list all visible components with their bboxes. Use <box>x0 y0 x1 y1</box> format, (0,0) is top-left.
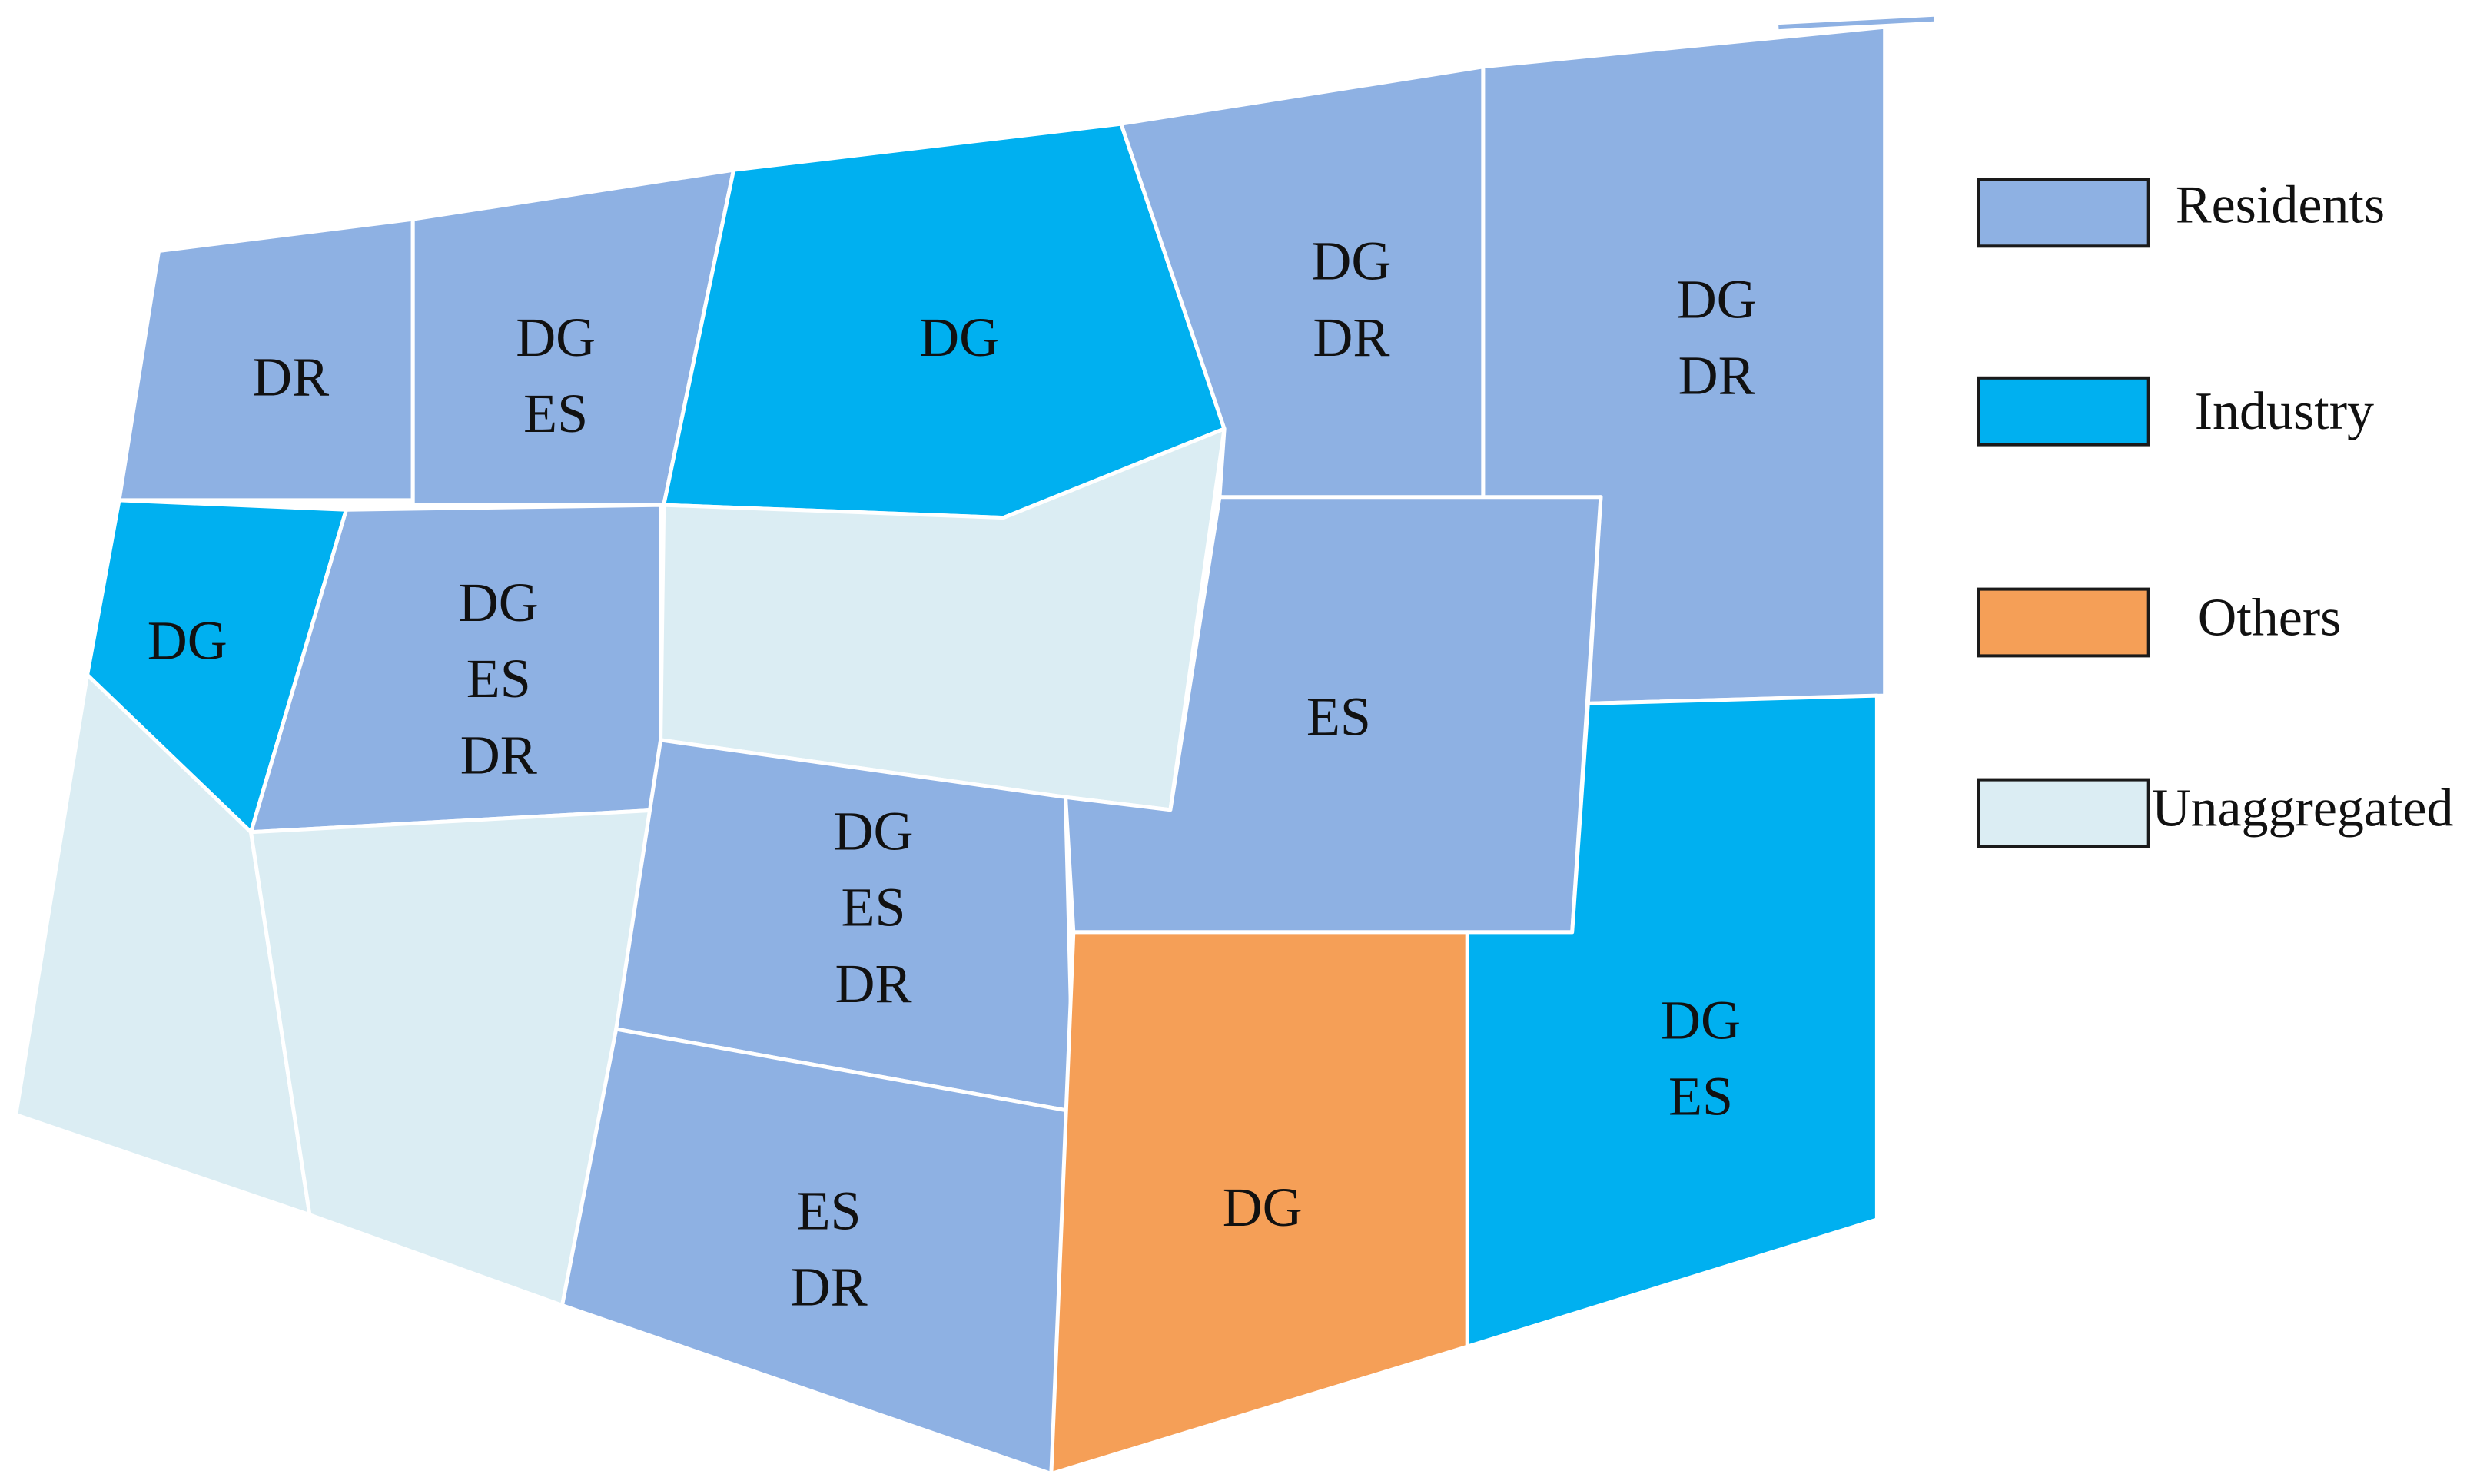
legend-item-industry: Industry <box>1977 376 2374 447</box>
region-7-label-dg: DG <box>459 572 539 633</box>
legend-label-residents: Residents <box>2176 175 2385 234</box>
legend-label-others: Others <box>2198 589 2342 648</box>
region-12-label-dg: DG <box>834 801 914 862</box>
legend-item-others: Others <box>1977 587 2342 658</box>
region-4-label-dr: DR <box>1313 307 1389 368</box>
region-5-label-dr: DR <box>1678 344 1755 406</box>
legend-label-unaggregated: Unaggregated <box>2152 779 2454 838</box>
region-12-label-es: ES <box>841 877 905 938</box>
region-4-label-dg: DG <box>1311 231 1391 292</box>
region-1-label-dr: DR <box>252 347 329 408</box>
legend-swatch-unaggregated <box>1977 778 2150 848</box>
region-7-label-es: ES <box>466 648 531 709</box>
region-15-label-es: ES <box>1668 1066 1733 1127</box>
map-region-15-industry <box>1465 693 1879 1349</box>
region-3-label-dg: DG <box>919 307 999 368</box>
legend-item-unaggregated: Unaggregated <box>1977 778 2454 848</box>
legend-swatch-others <box>1977 587 2150 658</box>
region-15-label-dg: DG <box>1661 989 1741 1051</box>
region-13-label-es: ES <box>797 1180 862 1241</box>
region-2-label-es: ES <box>523 383 588 444</box>
region-7-label-dr: DR <box>460 724 537 785</box>
region-12-label-dr: DR <box>835 953 911 1014</box>
legend-swatch-residents <box>1977 178 2150 248</box>
legend-label-industry: Industry <box>2195 382 2374 441</box>
region-6-label-dg: DG <box>148 610 227 672</box>
region-14-label-dg: DG <box>1223 1177 1303 1238</box>
legend: Residents Industry Others Unaggregated <box>1977 175 2454 848</box>
region-5-label-dg: DG <box>1677 268 1757 330</box>
map-top-edge-line <box>1778 16 1934 30</box>
legend-item-residents: Residents <box>1977 175 2385 248</box>
region-2-label-dg: DG <box>516 307 596 368</box>
map-regions <box>14 16 1934 1476</box>
region-9-label-es: ES <box>1306 686 1371 748</box>
legend-swatch-industry <box>1977 376 2150 447</box>
region-13-label-dr: DR <box>791 1257 868 1318</box>
map-region-labels: DR DG ES DG DG DR DG DR DG DG ES DR ES DG ES DR ES DR DG DG… <box>148 231 1757 1318</box>
